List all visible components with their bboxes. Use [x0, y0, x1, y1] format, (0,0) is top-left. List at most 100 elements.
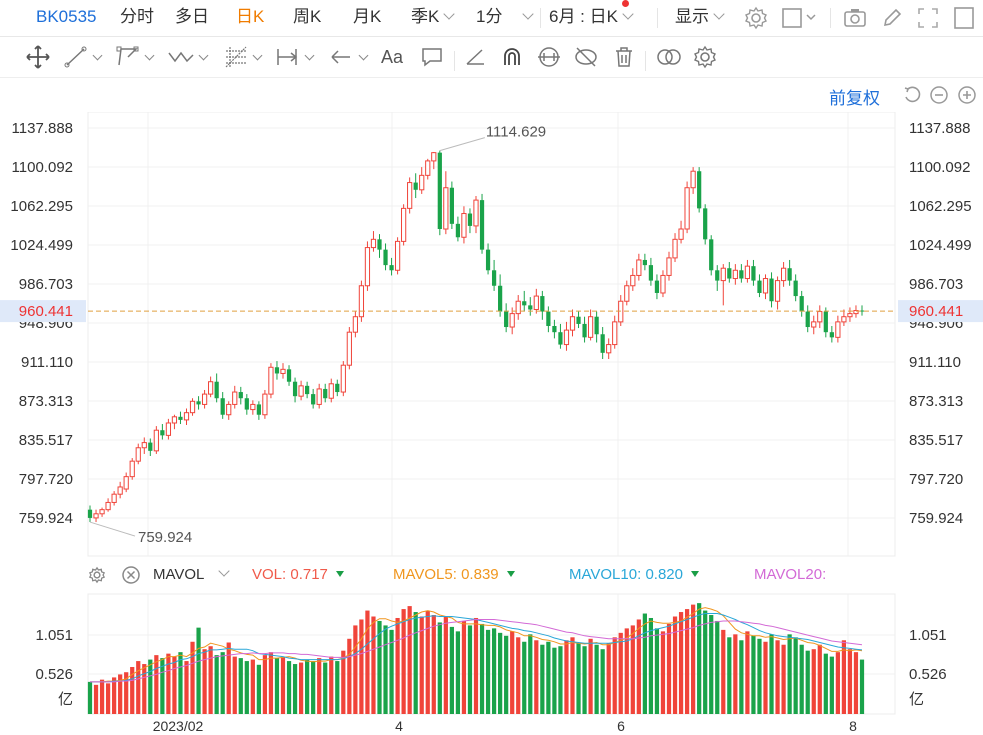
settings-icon[interactable]: [742, 4, 770, 32]
arrow-tool[interactable]: [328, 43, 372, 71]
display-label: 显示: [675, 7, 709, 26]
volume-bar: [220, 652, 225, 714]
candle-up: [352, 316, 358, 333]
candle-down: [751, 266, 756, 281]
pencil-icon[interactable]: [878, 4, 906, 32]
volume-tick-label: 0.526: [35, 666, 73, 683]
drawing-toolbar: Aa: [0, 37, 983, 78]
reset-icon[interactable]: [902, 85, 922, 105]
tab-weekly-k[interactable]: 周K: [293, 7, 322, 26]
close-icon[interactable]: [121, 565, 141, 589]
volume-bar: [787, 634, 792, 714]
magnet-icon[interactable]: [498, 43, 526, 71]
volume-bar: [323, 662, 328, 714]
camera-icon[interactable]: [841, 4, 869, 32]
price-adjust-button[interactable]: 前复权: [829, 89, 880, 108]
volume-bar: [365, 610, 370, 714]
candle-down: [413, 182, 418, 190]
polyline-tool[interactable]: [114, 43, 158, 71]
volume-bar: [654, 628, 660, 714]
fibonacci-tool[interactable]: [222, 43, 266, 71]
tab-monthly-k[interactable]: 月K: [353, 7, 382, 26]
candle-up: [660, 274, 666, 294]
candle-down: [467, 213, 473, 226]
gear-icon[interactable]: [691, 43, 719, 71]
candle-up: [612, 321, 618, 346]
trash-icon[interactable]: [610, 43, 638, 71]
y-tick-label: 986.703: [19, 276, 73, 293]
volume-bar: [558, 646, 563, 714]
volume-bar: [739, 640, 744, 714]
volume-bar: [214, 655, 219, 714]
candle-down: [859, 310, 865, 312]
x-tick-label: 8: [849, 718, 857, 734]
candle-up: [419, 174, 425, 191]
volume-bar: [793, 637, 798, 714]
checkbox-dropdown[interactable]: [780, 4, 816, 32]
tab-daily-k[interactable]: 日K: [236, 7, 265, 26]
compare-icon[interactable]: [654, 43, 684, 71]
wave-tool[interactable]: [166, 43, 212, 71]
volume-bar: [286, 661, 292, 714]
candle-down: [148, 442, 153, 451]
volume-unit-label: 亿: [58, 691, 73, 708]
move-icon[interactable]: [24, 43, 52, 71]
candlestick-chart[interactable]: 1137.8881100.0921062.2951024.499986.7039…: [0, 112, 983, 557]
zoom-out-icon[interactable]: [929, 85, 949, 105]
fullscreen-icon[interactable]: [914, 4, 942, 32]
candle-down: [311, 394, 316, 405]
candle-down: [449, 187, 454, 224]
chevron-down-icon: [198, 50, 209, 61]
chevron-down-icon: [443, 8, 456, 20]
candle-up: [630, 274, 636, 287]
candle-down: [244, 398, 249, 410]
volume-bar: [244, 661, 249, 714]
panel-icon[interactable]: [950, 4, 978, 32]
indicator-header: MAVOL VOL: 0.717 MAVOL5: 0.839 MAVOL10: …: [0, 562, 983, 588]
candle-up: [358, 285, 365, 318]
candle-up: [817, 311, 823, 323]
tab-quarterly-k[interactable]: 季K: [411, 0, 456, 36]
volume-bar: [805, 650, 810, 714]
tab-minute[interactable]: 1分: [476, 0, 535, 36]
candle-up: [425, 160, 431, 176]
period-select[interactable]: 6月 : 日K: [549, 0, 634, 36]
volume-bar: [256, 664, 261, 714]
indicator-settings-icon[interactable]: [87, 565, 107, 589]
candle-down: [491, 270, 497, 286]
candle-down: [600, 334, 605, 353]
tab-intraday[interactable]: 分时: [120, 7, 154, 26]
y-tick-label: 911.110: [21, 354, 73, 371]
tab-multi-day[interactable]: 多日: [175, 7, 209, 26]
candle-down: [709, 239, 714, 271]
volume-bar: [811, 649, 816, 714]
volume-chart[interactable]: 1.051 1.051 0.526 0.526 亿 亿 2023/02 4 6 8: [0, 589, 983, 735]
candle-down: [642, 259, 647, 266]
chevron-down-icon: [358, 50, 369, 61]
volume-bar: [709, 615, 714, 714]
y-tick-label: 835.517: [909, 432, 963, 449]
volume-bar: [166, 653, 171, 714]
candle-up: [364, 247, 371, 287]
volume-bar: [148, 659, 153, 714]
stock-code[interactable]: BK0535: [36, 7, 97, 26]
candle-up: [250, 403, 256, 411]
indicator-select[interactable]: MAVOL: [153, 565, 231, 583]
candle-up: [135, 447, 141, 462]
hide-icon[interactable]: [572, 43, 600, 71]
candle-down: [335, 383, 340, 393]
candle-down: [498, 285, 503, 312]
display-menu[interactable]: 显示: [675, 0, 725, 36]
range-tool[interactable]: [274, 43, 318, 71]
ruler-icon[interactable]: [462, 43, 490, 71]
comment-icon[interactable]: [418, 43, 446, 71]
lock-icon[interactable]: [534, 43, 564, 71]
line-tool[interactable]: [62, 43, 106, 71]
candle-up: [666, 257, 672, 276]
candle-down: [160, 430, 165, 436]
volume-bar: [359, 619, 364, 714]
text-tool[interactable]: Aa: [381, 47, 404, 67]
volume-bar: [184, 661, 189, 714]
zoom-in-icon[interactable]: [957, 85, 977, 105]
volume-bar: [383, 625, 388, 714]
